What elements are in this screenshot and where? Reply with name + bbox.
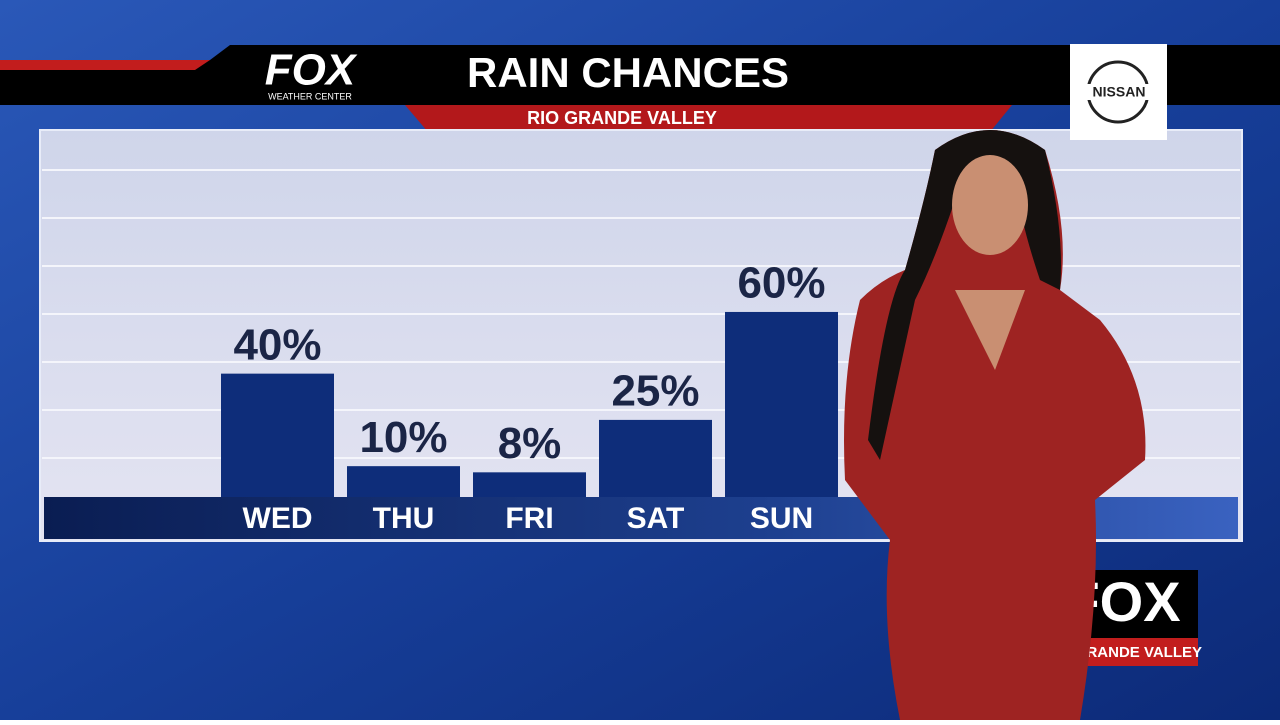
bar — [599, 419, 712, 497]
x-tick-label: FRI — [505, 502, 553, 535]
value-label: 25% — [611, 367, 699, 416]
bar — [725, 311, 838, 497]
x-tick-label: THU — [373, 502, 435, 535]
x-tick-label: SAT — [627, 502, 685, 535]
presenter — [844, 130, 1146, 720]
value-label: 10% — [359, 413, 447, 462]
header-band — [0, 45, 1280, 105]
sponsor: NISSAN — [1093, 84, 1146, 100]
value-label: 8% — [498, 419, 562, 468]
x-tick-label: WED — [243, 502, 313, 535]
value-label: 60% — [737, 259, 825, 308]
header-accent — [0, 60, 210, 70]
chart-title: RAIN CHANCES — [467, 49, 789, 96]
bar — [347, 466, 460, 497]
station-sub: WEATHER CENTER — [268, 91, 352, 101]
chart-subtitle: RIO GRANDE VALLEY — [527, 108, 717, 128]
bar — [473, 472, 586, 497]
sponsor-gap — [1078, 84, 1160, 100]
station-logo: FOX — [265, 46, 358, 95]
value-label: 40% — [233, 320, 321, 369]
x-tick-label: SUN — [750, 502, 813, 535]
bar — [221, 373, 334, 497]
subtitle-band — [405, 105, 1012, 132]
